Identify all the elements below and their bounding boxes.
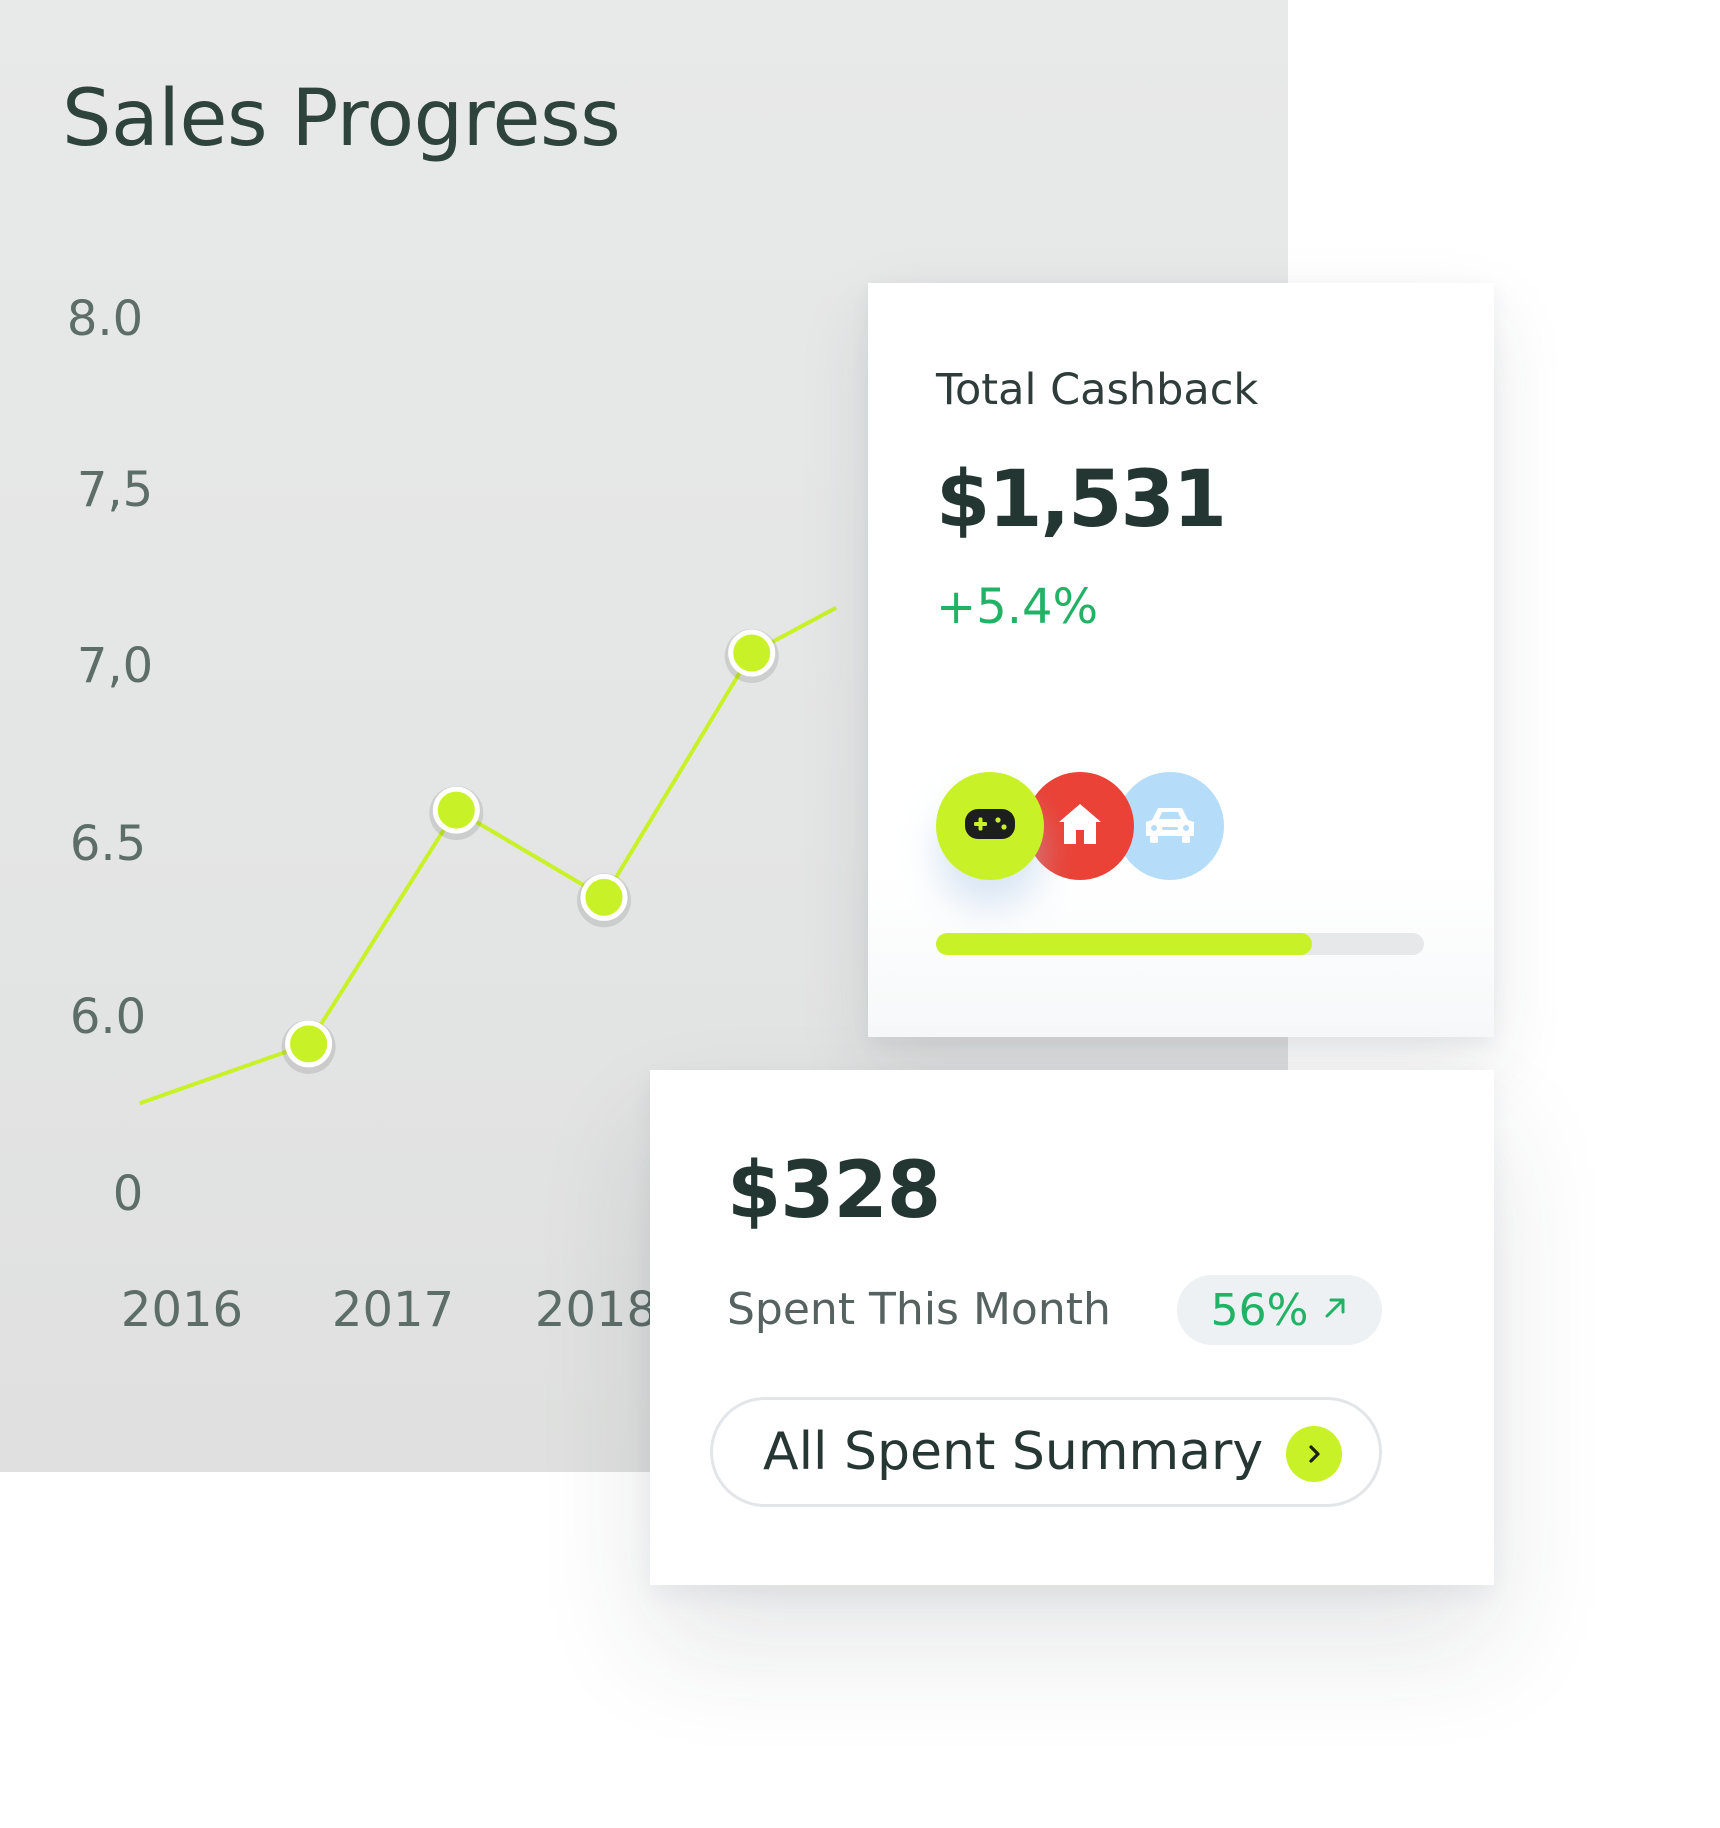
- x-tick-label: 2016: [121, 1282, 243, 1338]
- y-axis-ticks: 8.0 7,5 7,0 6.5 6.0 0: [67, 291, 153, 1222]
- category-car[interactable]: [1116, 772, 1224, 880]
- data-point[interactable]: [432, 786, 480, 834]
- all-spent-summary-button[interactable]: All Spent Summary: [710, 1397, 1382, 1507]
- cashback-amount: $1,531: [936, 455, 1227, 545]
- cashback-change: +5.4%: [936, 579, 1099, 635]
- sales-chart: 8.0 7,5 7,0 6.5 6.0 0 2016 2017 2018: [67, 291, 838, 1338]
- y-tick-label: 0: [113, 1166, 144, 1222]
- category-games[interactable]: [936, 772, 1044, 880]
- spent-this-month-card: $328 Spent This Month 56% All Spent Summ…: [650, 1070, 1494, 1585]
- y-tick-label: 6.5: [70, 816, 146, 872]
- series-line: [139, 605, 838, 1106]
- home-icon: [1055, 800, 1105, 852]
- category-home[interactable]: [1026, 772, 1134, 880]
- x-axis-ticks: 2016 2017 2018: [121, 1282, 657, 1338]
- arrow-up-right-icon: [1322, 1295, 1348, 1325]
- data-point[interactable]: [728, 629, 776, 677]
- sales-series: [139, 605, 838, 1106]
- gamepad-icon: [964, 806, 1016, 846]
- y-tick-label: 7,0: [77, 638, 153, 694]
- data-point[interactable]: [580, 873, 628, 921]
- spent-amount: $328: [727, 1146, 941, 1236]
- spent-percent-badge: 56%: [1177, 1275, 1382, 1345]
- cashback-label: Total Cashback: [936, 365, 1259, 415]
- y-tick-label: 7,5: [77, 462, 153, 518]
- spent-percent: 56%: [1210, 1284, 1309, 1336]
- x-tick-label: 2018: [535, 1282, 657, 1338]
- y-tick-label: 6.0: [70, 989, 146, 1045]
- y-tick-label: 8.0: [67, 291, 143, 347]
- cashback-progress-fill: [936, 933, 1312, 955]
- total-cashback-card: Total Cashback $1,531 +5.4%: [868, 283, 1494, 1037]
- chart-title: Sales Progress: [62, 74, 621, 164]
- car-icon: [1140, 802, 1200, 850]
- chevron-right-icon: [1286, 1426, 1342, 1482]
- cashback-progress-bar: [936, 933, 1424, 955]
- x-tick-label: 2017: [332, 1282, 454, 1338]
- spent-label: Spent This Month: [727, 1284, 1111, 1335]
- data-point[interactable]: [285, 1020, 333, 1068]
- summary-button-label: All Spent Summary: [763, 1422, 1264, 1482]
